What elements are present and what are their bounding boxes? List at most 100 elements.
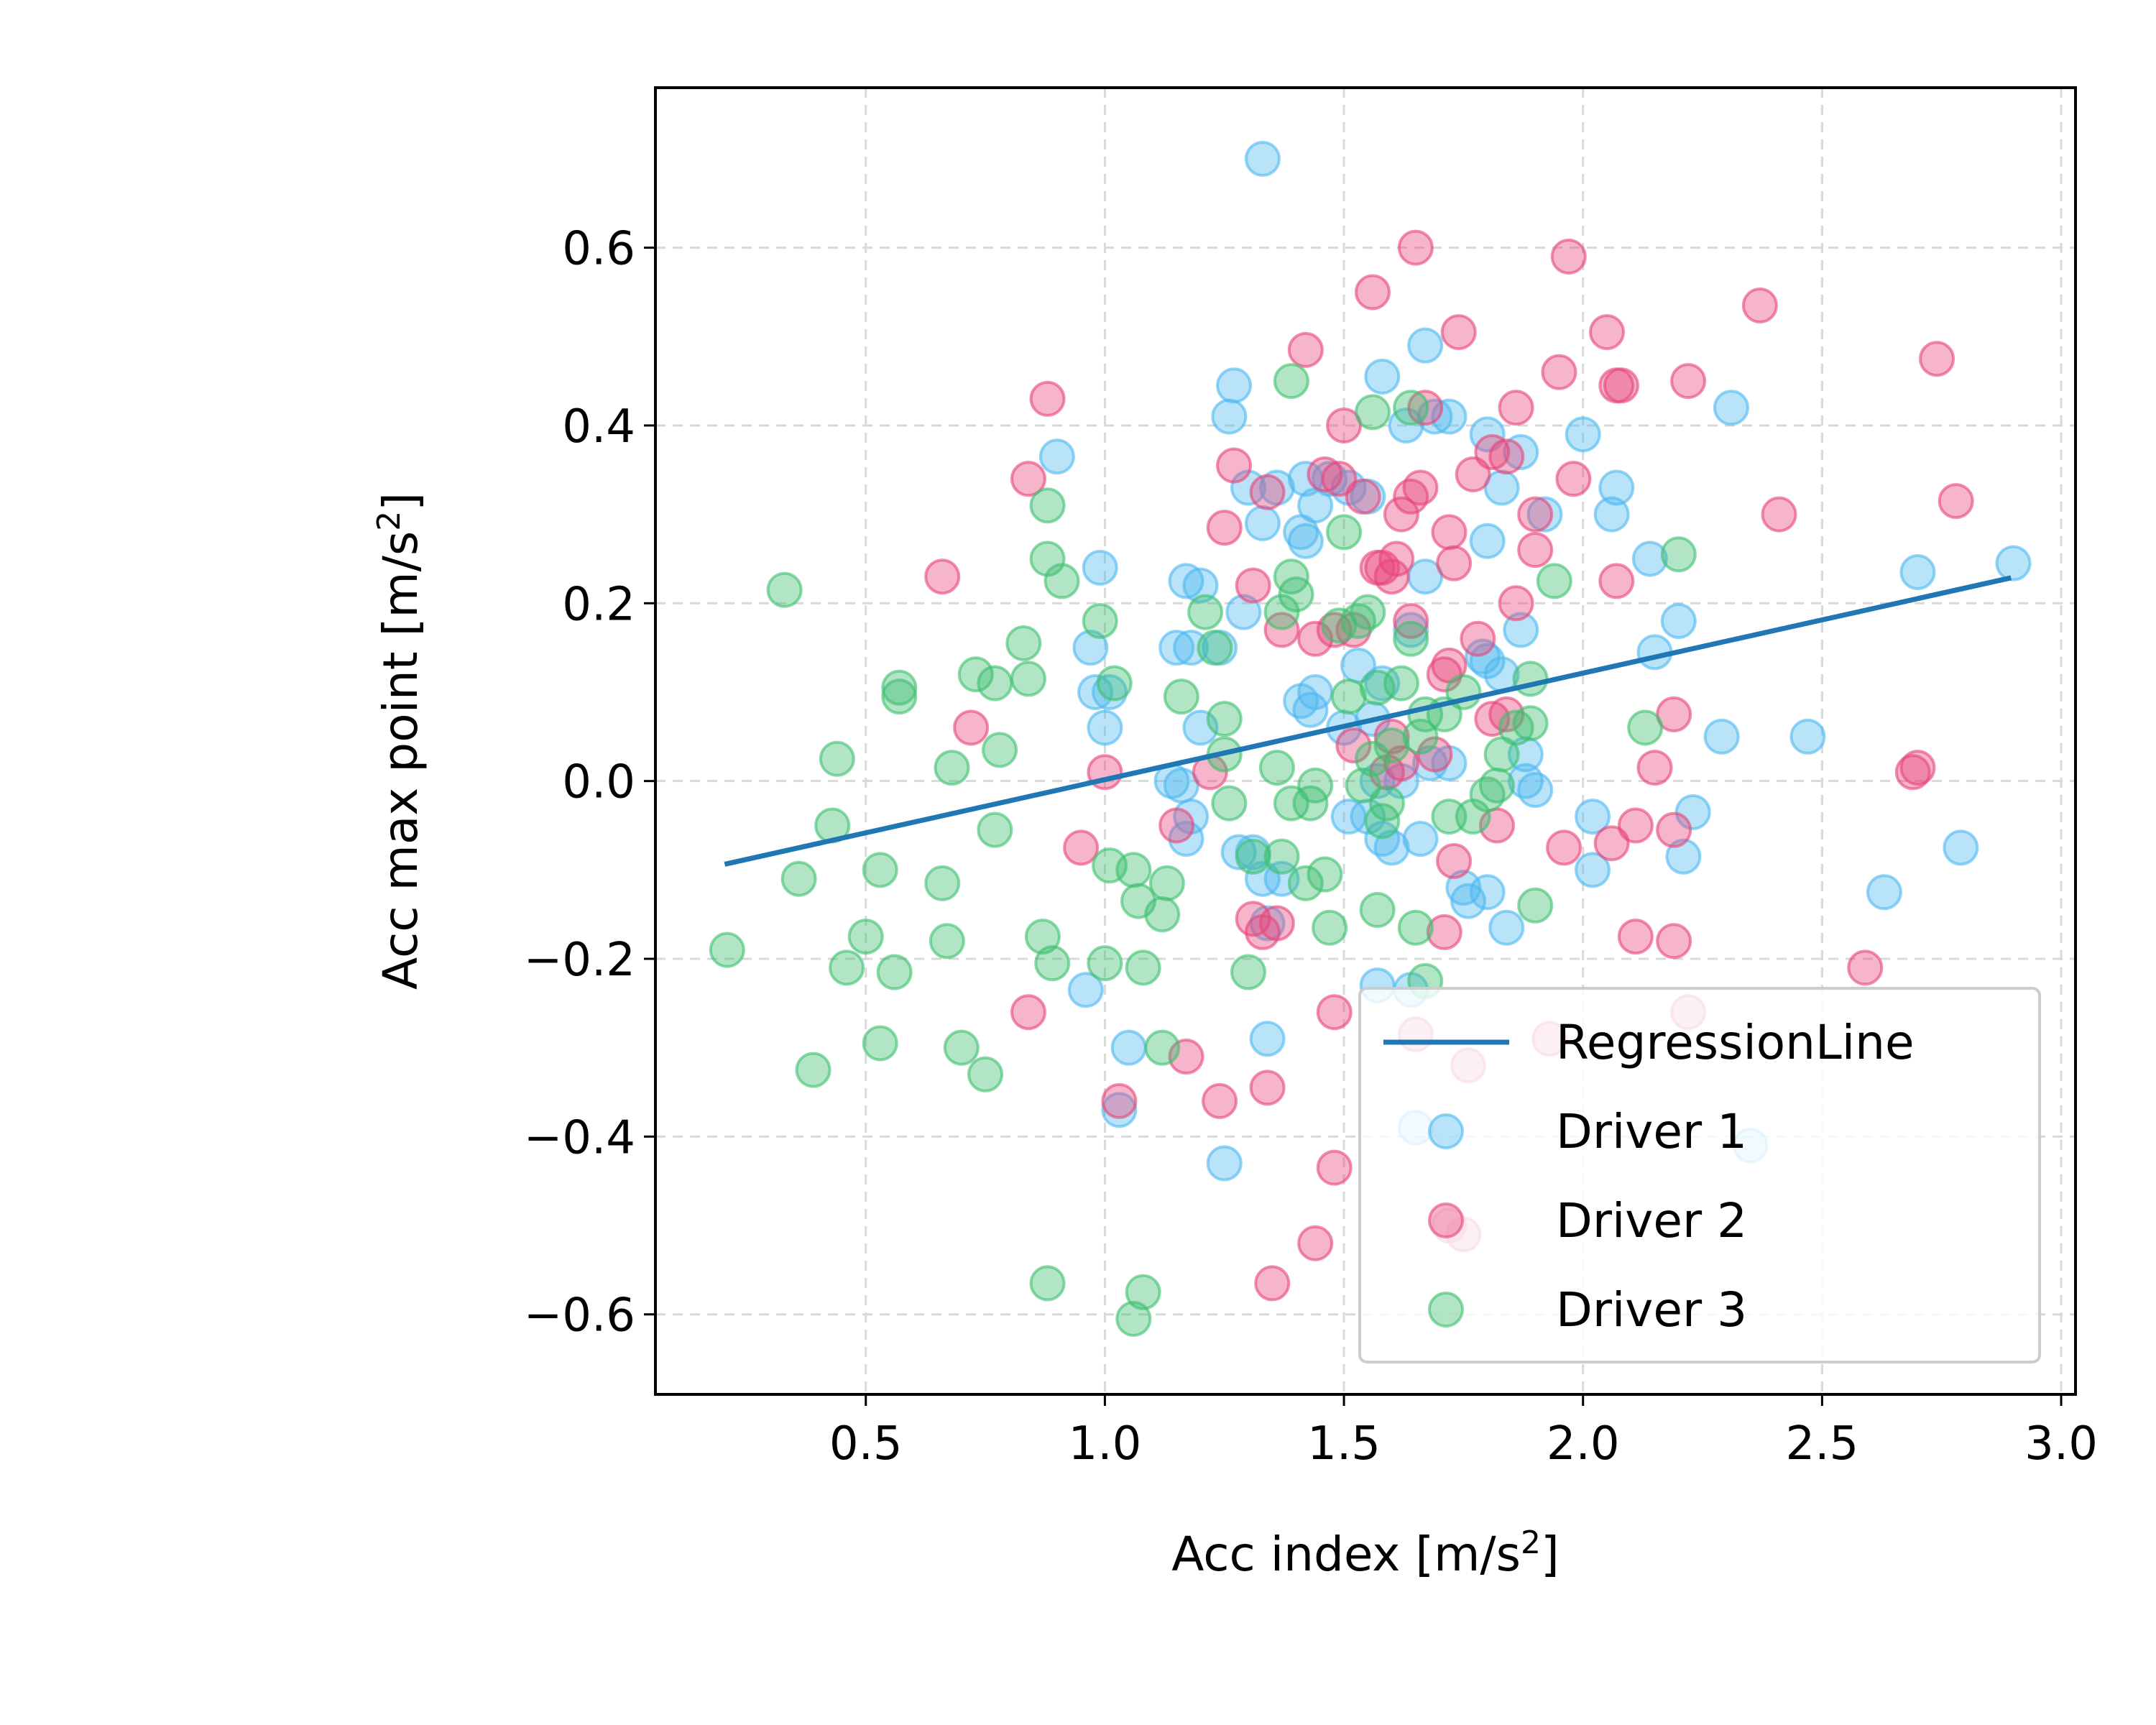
driver-2-point — [1249, 474, 1286, 510]
y-axis-label: Acc max point [m/s2] — [371, 492, 428, 990]
driver-2-point — [1670, 363, 1707, 400]
driver-3-point — [709, 932, 745, 968]
driver-1-point — [1450, 883, 1487, 919]
driver-2-point — [1063, 829, 1100, 866]
x-axis-label-end: ] — [1541, 1527, 1560, 1582]
driver-3-point — [847, 919, 884, 955]
regression-line-group — [724, 575, 2012, 867]
x-tick-label: 3.0 — [2024, 1417, 2098, 1471]
driver-3-point — [862, 852, 898, 888]
driver-3-point — [1148, 865, 1185, 901]
driver-2-point — [1741, 288, 1778, 323]
driver-3-point — [1034, 945, 1071, 982]
driver-2-point — [1517, 532, 1554, 569]
driver-1-point — [1038, 438, 1075, 475]
driver-3-point — [1144, 1029, 1181, 1066]
driver-3-point — [1312, 909, 1348, 946]
driver-1-point — [1110, 1029, 1147, 1066]
driver-3-point — [967, 1056, 1004, 1092]
driver-2-point — [1158, 807, 1195, 844]
driver-1-point — [1364, 358, 1401, 395]
driver-2-point — [1321, 461, 1358, 497]
driver-3-point — [1383, 665, 1419, 702]
x-tick-label: 1.5 — [1307, 1417, 1381, 1471]
driver-1-point — [1244, 140, 1281, 177]
driver-1-point — [1593, 496, 1630, 533]
driver-1-point — [1469, 874, 1506, 911]
driver-3-point — [795, 1052, 831, 1088]
driver-3-point — [766, 571, 803, 608]
driver-1-point — [1287, 523, 1324, 559]
driver-3-point — [1197, 630, 1233, 666]
driver-1-point — [1067, 972, 1104, 1008]
legend-label-driver-1: Driver 1 — [1556, 1104, 1747, 1159]
driver-1-point — [1665, 838, 1702, 875]
driver-3-point — [1354, 394, 1391, 431]
driver-2-point — [953, 709, 990, 746]
driver-3-point — [1393, 620, 1429, 657]
driver-1-point — [1866, 874, 1902, 911]
driver-2-point — [1517, 496, 1554, 533]
driver-2-point — [1029, 380, 1066, 417]
driver-3-point — [1660, 536, 1697, 573]
driver-1-point — [1503, 434, 1539, 471]
driver-3-point — [1206, 701, 1243, 737]
driver-2-point — [1656, 923, 1692, 960]
driver-1-point — [1503, 612, 1539, 648]
driver-2-point — [1249, 1070, 1286, 1106]
driver-3-point — [1082, 603, 1118, 640]
plot-frame — [654, 86, 2077, 1396]
driver-3-point — [1010, 661, 1046, 697]
driver-1-point — [1517, 772, 1554, 809]
driver-3-point — [1498, 709, 1534, 746]
driver-2-point — [1498, 585, 1534, 622]
driver-2-point — [1847, 949, 1884, 986]
driver-2-point — [1397, 229, 1434, 266]
driver-2-point — [1202, 1082, 1238, 1119]
y-tick-label: −0.4 — [524, 1111, 635, 1164]
x-tick-label: 2.0 — [1547, 1417, 1620, 1471]
driver-2-point — [1316, 1149, 1353, 1186]
legend-label-driver-3: Driver 3 — [1556, 1282, 1747, 1338]
driver-3-point — [1125, 1274, 1161, 1310]
driver-3-point — [1005, 625, 1042, 661]
driver-3-point — [1350, 594, 1386, 630]
driver-3-point — [1354, 740, 1391, 777]
driver-2-point — [1761, 496, 1797, 533]
legend-driver-2-swatch — [1428, 1202, 1464, 1238]
driver-1-point — [1297, 487, 1334, 524]
driver-3-point — [1211, 785, 1248, 822]
driver-3-point — [1397, 909, 1434, 946]
driver-1-point — [1082, 549, 1118, 586]
driver-1-point — [1526, 496, 1563, 533]
driver-2-point — [1593, 825, 1630, 862]
driver-3-point — [1096, 665, 1133, 702]
driver-3-point — [1297, 767, 1334, 804]
driver-3-point — [819, 740, 855, 777]
driver-3-point — [829, 949, 865, 986]
driver-3-point — [1278, 576, 1314, 612]
driver-3-point — [1287, 865, 1324, 901]
driver-1-point — [1225, 594, 1262, 630]
driver-2-point — [1254, 1265, 1291, 1302]
driver-1-point — [1703, 718, 1740, 755]
driver-1-point — [1158, 630, 1195, 666]
driver-2-point — [1656, 696, 1692, 732]
driver-2-point — [1603, 367, 1639, 404]
x-tick-label: 0.5 — [829, 1417, 903, 1471]
driver-2-point — [1460, 620, 1496, 657]
driver-2-point — [1326, 407, 1363, 443]
driver-1-point — [1244, 505, 1281, 541]
driver-3-point — [1368, 785, 1405, 822]
driver-3-point — [876, 954, 913, 990]
driver-3-point — [1230, 954, 1266, 990]
driver-1-point — [1364, 665, 1401, 702]
driver-2-point — [1345, 478, 1381, 515]
driver-2-point — [1440, 314, 1477, 351]
driver-2-point — [1498, 390, 1534, 426]
driver-2-point — [1297, 1225, 1334, 1261]
driver-2-point — [1010, 994, 1046, 1031]
x-axis-label: Acc index [m/s2] — [1171, 1524, 1560, 1582]
driver-3-point — [1345, 767, 1381, 804]
